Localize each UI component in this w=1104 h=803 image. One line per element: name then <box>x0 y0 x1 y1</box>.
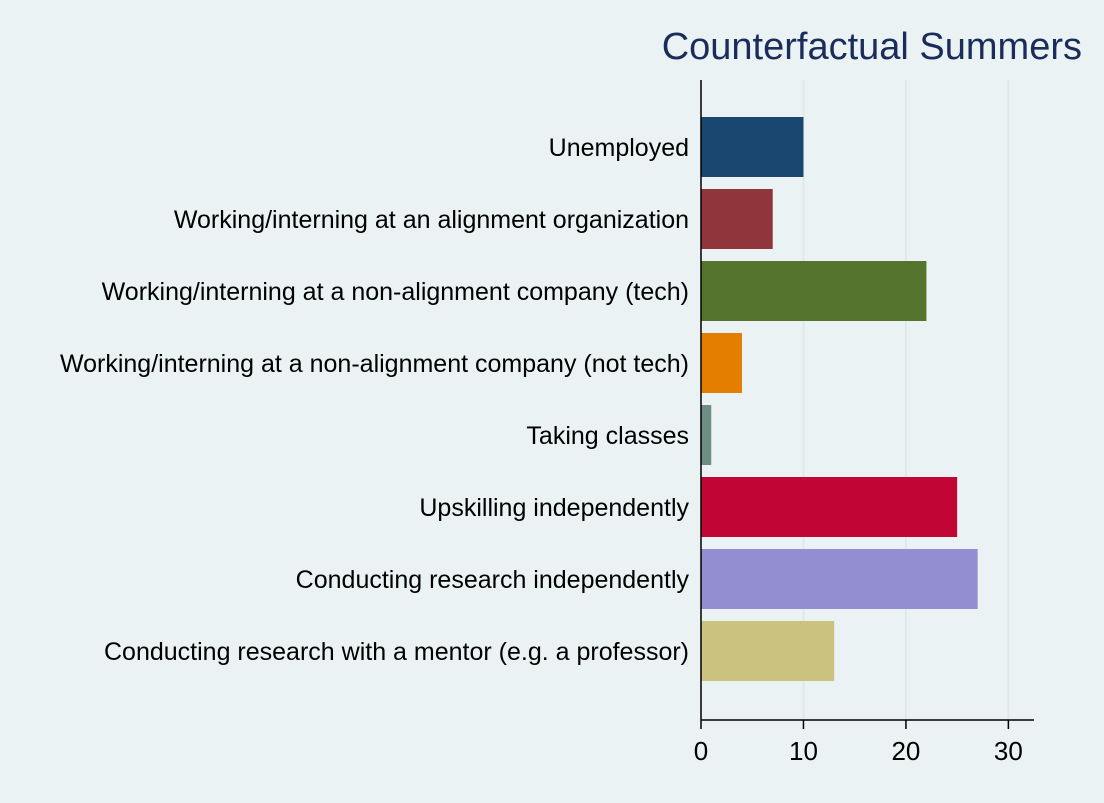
category-label: Conducting research with a mentor (e.g. … <box>104 638 689 666</box>
category-label: Conducting research independently <box>296 566 690 594</box>
category-label: Working/interning at a non-alignment com… <box>102 278 689 306</box>
category-label: Taking classes <box>526 422 689 450</box>
chart-title: Counterfactual Summers <box>661 26 1082 68</box>
category-label: Unemployed <box>549 134 689 162</box>
bar <box>701 549 978 609</box>
category-label: Working/interning at a non-alignment com… <box>60 350 689 378</box>
x-tick-label: 10 <box>789 736 818 766</box>
bars-layer <box>701 117 978 681</box>
bar <box>701 261 927 321</box>
x-tick-label: 30 <box>994 736 1023 766</box>
category-label: Working/interning at an alignment organi… <box>174 206 689 234</box>
x-tick-label: 0 <box>694 736 708 766</box>
x-tick-label: 20 <box>891 736 920 766</box>
category-label: Upskilling independently <box>419 494 689 522</box>
bar <box>701 189 773 249</box>
bar <box>701 477 958 537</box>
axes: 0 10 20 30 <box>694 80 1034 766</box>
bar <box>701 117 804 177</box>
bar <box>701 333 742 393</box>
bar <box>701 621 835 681</box>
grid-layer <box>802 80 1010 720</box>
category-labels: Unemployed Working/interning at an alignm… <box>60 134 690 666</box>
bar <box>701 405 712 465</box>
